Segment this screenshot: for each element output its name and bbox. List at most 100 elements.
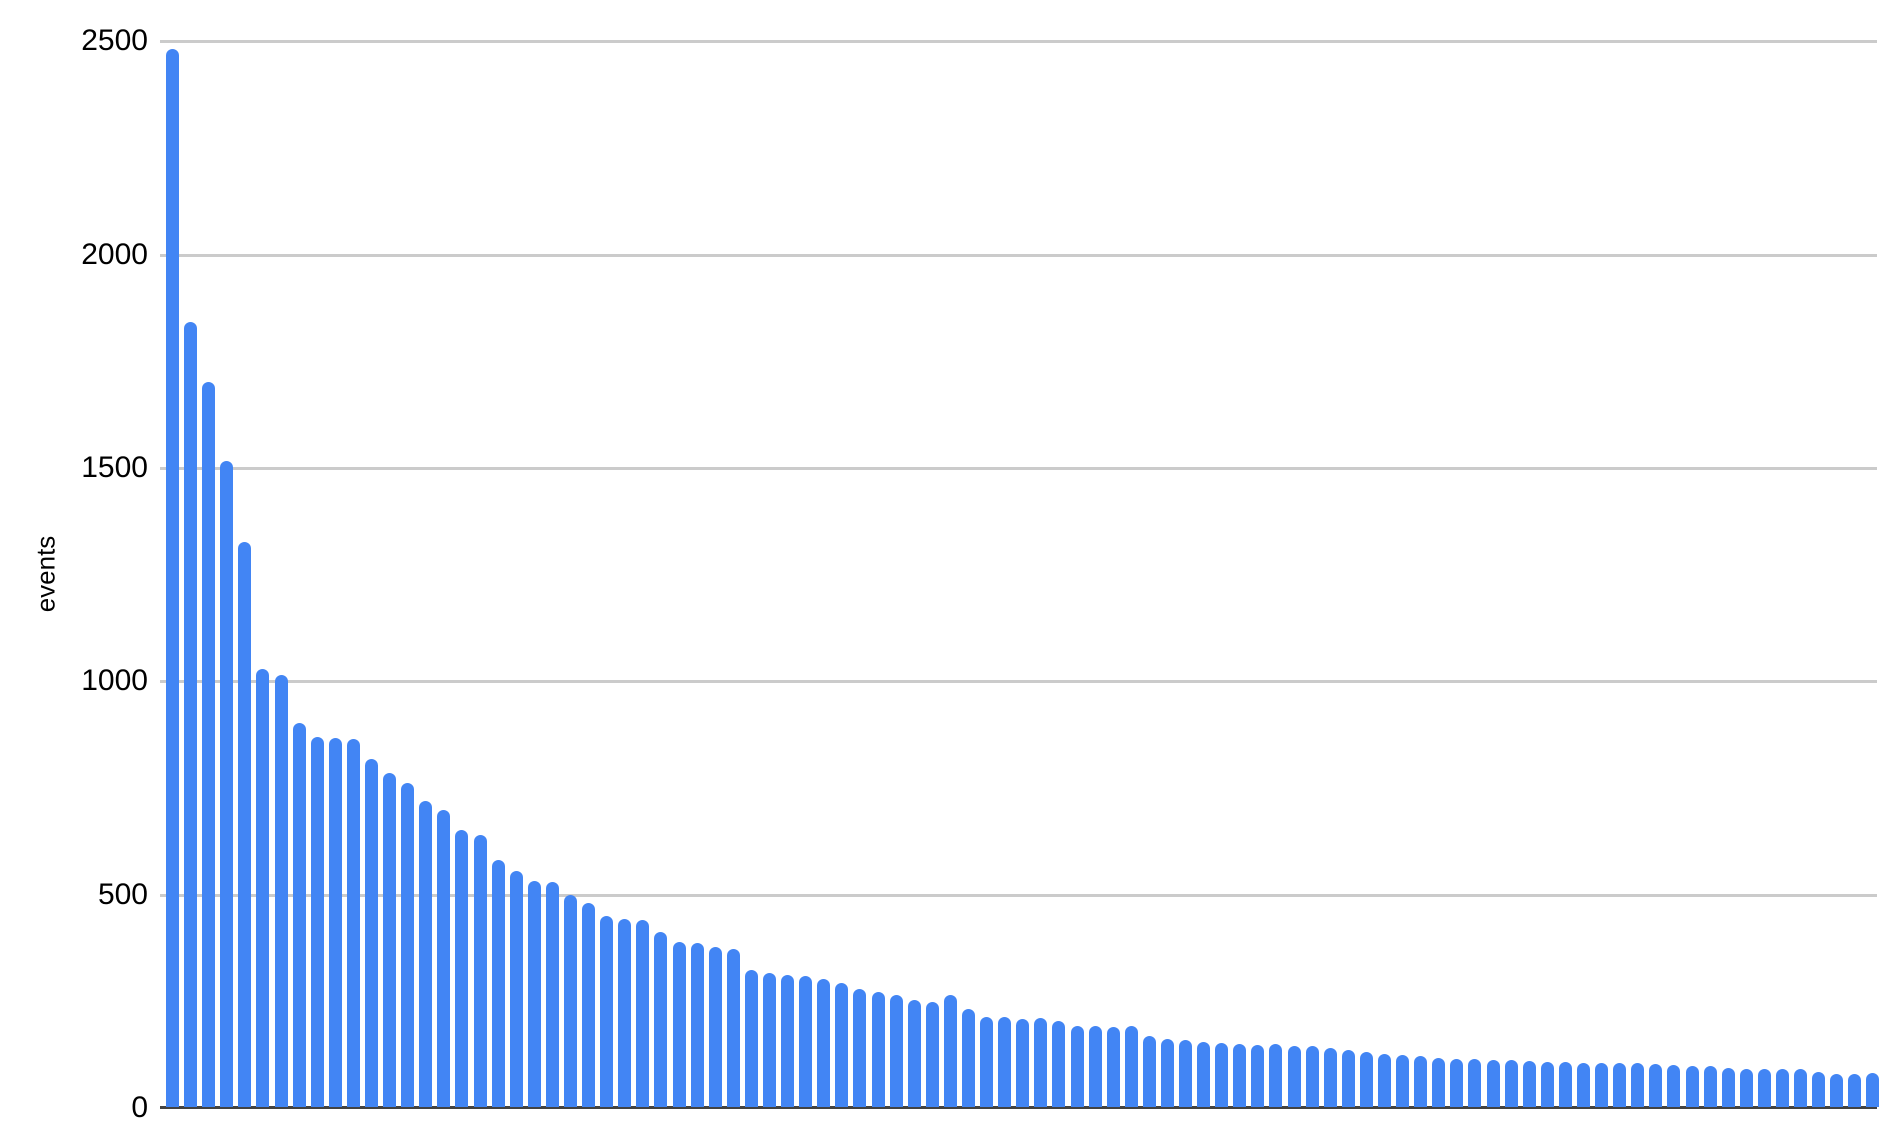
- bar[interactable]: [709, 947, 722, 1107]
- bar[interactable]: [1233, 1044, 1246, 1107]
- bar[interactable]: [202, 382, 215, 1107]
- bar[interactable]: [1487, 1060, 1500, 1107]
- bar[interactable]: [835, 983, 848, 1107]
- bar[interactable]: [1468, 1059, 1481, 1107]
- bar[interactable]: [1523, 1061, 1536, 1107]
- bar[interactable]: [1143, 1036, 1156, 1107]
- bar[interactable]: [1251, 1045, 1264, 1107]
- bar[interactable]: [1505, 1060, 1518, 1107]
- bar[interactable]: [220, 461, 233, 1107]
- bar[interactable]: [1215, 1043, 1228, 1107]
- bar[interactable]: [817, 979, 830, 1107]
- bar[interactable]: [1722, 1068, 1735, 1107]
- bar[interactable]: [474, 835, 487, 1107]
- bar[interactable]: [1866, 1073, 1879, 1107]
- bar[interactable]: [492, 860, 505, 1107]
- bar[interactable]: [781, 975, 794, 1107]
- bar[interactable]: [1179, 1040, 1192, 1107]
- bar[interactable]: [329, 738, 342, 1107]
- bar[interactable]: [1125, 1026, 1138, 1107]
- bar[interactable]: [727, 949, 740, 1107]
- bar[interactable]: [600, 916, 613, 1107]
- y-axis-title: events: [30, 535, 61, 613]
- bar[interactable]: [1704, 1066, 1717, 1107]
- bar[interactable]: [1794, 1069, 1807, 1107]
- bar[interactable]: [293, 723, 306, 1107]
- bar[interactable]: [1396, 1055, 1409, 1107]
- y-tick-label: 0: [131, 1091, 148, 1124]
- bar[interactable]: [1197, 1042, 1210, 1107]
- bar[interactable]: [401, 783, 414, 1107]
- bar[interactable]: [1577, 1063, 1590, 1107]
- bar[interactable]: [256, 669, 269, 1107]
- bar[interactable]: [347, 739, 360, 1107]
- bar[interactable]: [1161, 1039, 1174, 1107]
- bar[interactable]: [1812, 1072, 1825, 1107]
- bar[interactable]: [546, 882, 559, 1107]
- bar[interactable]: [311, 737, 324, 1107]
- bar[interactable]: [1306, 1046, 1319, 1107]
- bar[interactable]: [853, 989, 866, 1107]
- bar[interactable]: [908, 1000, 921, 1107]
- bar[interactable]: [582, 903, 595, 1107]
- bar[interactable]: [1288, 1046, 1301, 1107]
- bar[interactable]: [890, 995, 903, 1107]
- bar[interactable]: [980, 1017, 993, 1107]
- bar[interactable]: [962, 1009, 975, 1107]
- bar[interactable]: [944, 995, 957, 1107]
- bar[interactable]: [564, 895, 577, 1107]
- bar[interactable]: [636, 920, 649, 1107]
- bar[interactable]: [1613, 1063, 1626, 1107]
- bar[interactable]: [275, 675, 288, 1107]
- bar[interactable]: [1740, 1069, 1753, 1107]
- bar[interactable]: [1269, 1044, 1282, 1107]
- bar[interactable]: [1649, 1064, 1662, 1107]
- bar[interactable]: [1450, 1059, 1463, 1107]
- bar[interactable]: [691, 943, 704, 1107]
- bar[interactable]: [1107, 1027, 1120, 1107]
- bar[interactable]: [1034, 1018, 1047, 1107]
- bar[interactable]: [673, 942, 686, 1107]
- bar[interactable]: [1378, 1054, 1391, 1107]
- bar[interactable]: [437, 810, 450, 1107]
- bar[interactable]: [1595, 1063, 1608, 1107]
- bar[interactable]: [419, 801, 432, 1107]
- gridline: [160, 466, 1877, 470]
- bar[interactable]: [528, 881, 541, 1107]
- bar[interactable]: [1541, 1062, 1554, 1107]
- bar[interactable]: [455, 830, 468, 1107]
- bar[interactable]: [1016, 1019, 1029, 1107]
- bar[interactable]: [1559, 1062, 1572, 1107]
- bar[interactable]: [1776, 1069, 1789, 1107]
- bar[interactable]: [166, 49, 179, 1107]
- bar[interactable]: [1071, 1026, 1084, 1107]
- bar[interactable]: [184, 322, 197, 1107]
- bar[interactable]: [1686, 1066, 1699, 1107]
- bar[interactable]: [1758, 1069, 1771, 1107]
- bar[interactable]: [1360, 1052, 1373, 1107]
- bar[interactable]: [238, 542, 251, 1107]
- bar[interactable]: [1830, 1074, 1843, 1107]
- bar[interactable]: [618, 919, 631, 1107]
- bar[interactable]: [872, 992, 885, 1107]
- bar[interactable]: [1414, 1056, 1427, 1107]
- bar[interactable]: [1848, 1074, 1861, 1107]
- gridline: [160, 893, 1877, 897]
- bar[interactable]: [998, 1017, 1011, 1107]
- bar[interactable]: [654, 932, 667, 1107]
- bar[interactable]: [745, 970, 758, 1107]
- bar[interactable]: [763, 973, 776, 1107]
- bar[interactable]: [926, 1002, 939, 1107]
- bar[interactable]: [510, 871, 523, 1107]
- bar[interactable]: [1324, 1048, 1337, 1107]
- bar[interactable]: [1631, 1063, 1644, 1107]
- y-tick-label: 500: [97, 877, 148, 911]
- bar[interactable]: [1089, 1026, 1102, 1107]
- bar[interactable]: [383, 773, 396, 1107]
- bar[interactable]: [1667, 1065, 1680, 1107]
- bar[interactable]: [1432, 1058, 1445, 1107]
- bar[interactable]: [1052, 1021, 1065, 1107]
- bar[interactable]: [365, 759, 378, 1107]
- bar[interactable]: [1342, 1050, 1355, 1107]
- bar[interactable]: [799, 976, 812, 1107]
